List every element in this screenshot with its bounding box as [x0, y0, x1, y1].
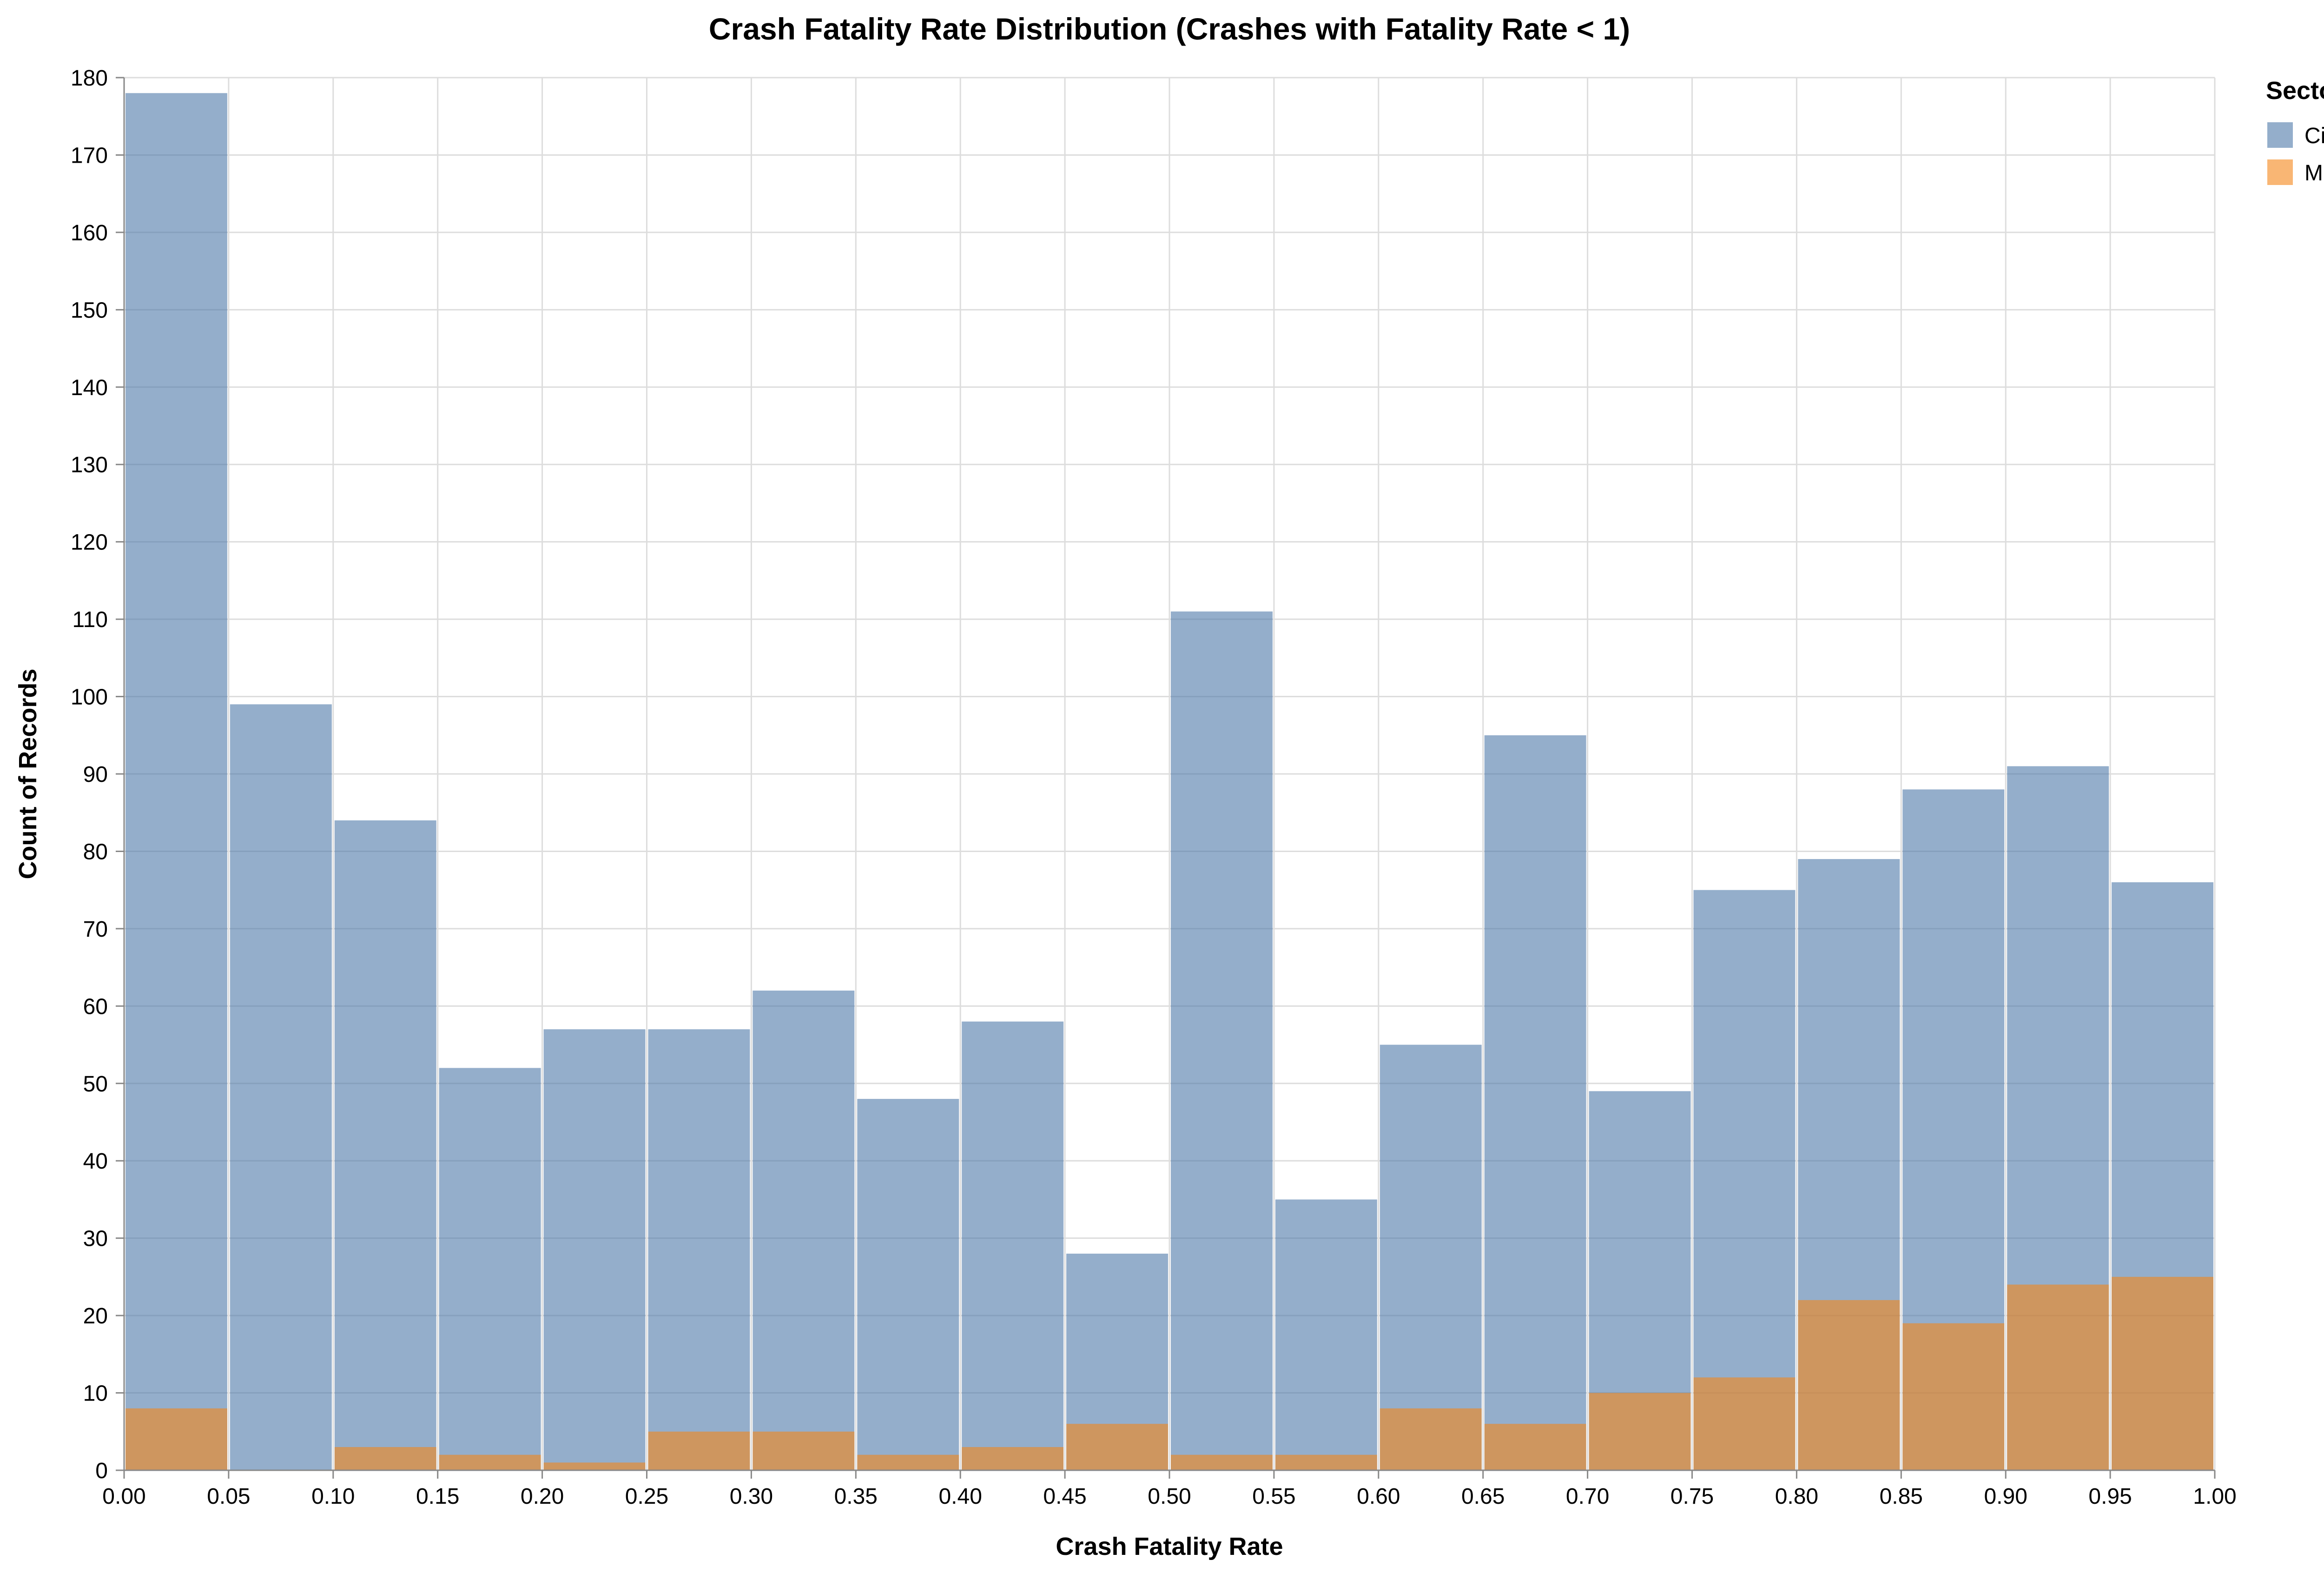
x-tick-label: 0.30: [730, 1484, 773, 1509]
x-tick-label: 0.05: [207, 1484, 250, 1509]
x-ticks: 0.00 0.05 0.10 0.15 0.20 0.25 0.30 0.35 0.40 0.45…: [102, 1470, 2237, 1509]
x-tick-label: 0.55: [1252, 1484, 1295, 1509]
legend-label-civilian: Civilian: [2304, 124, 2324, 148]
military-bar: [1902, 1323, 2005, 1470]
y-tick-label: 60: [83, 994, 108, 1019]
legend-swatch-military: [2267, 159, 2293, 185]
x-tick-label: 0.70: [1566, 1484, 1609, 1509]
x-tick-label: 0.80: [1775, 1484, 1818, 1509]
y-tick-label: 80: [83, 839, 108, 864]
x-tick-label: 0.25: [625, 1484, 668, 1509]
y-tick-label: 160: [71, 221, 108, 245]
civilian-bar: [543, 1029, 646, 1470]
military-bar: [2112, 1276, 2213, 1470]
x-tick-label: 0.45: [1043, 1484, 1086, 1509]
grid-lines: [123, 77, 2216, 1471]
x-tick-label: 0.35: [834, 1484, 878, 1509]
military-bar: [1798, 1300, 1900, 1470]
military-bar: [1066, 1424, 1168, 1470]
x-tick-label: 0.40: [938, 1484, 982, 1509]
y-ticks: 0 10 20 30 40 50 60 70 80 90 100 110 120 130 140 150 160…: [71, 66, 124, 1483]
x-tick-label: 0.65: [1461, 1484, 1505, 1509]
military-bar: [543, 1462, 646, 1470]
y-axis-title: Count of Records: [14, 669, 42, 879]
y-tick-label: 70: [83, 917, 108, 942]
civilian-bar: [125, 93, 227, 1471]
military-bar: [648, 1431, 750, 1470]
x-tick-label: 0.90: [1984, 1484, 2027, 1509]
legend-title: Sector: [2266, 77, 2324, 105]
civilian-bar: [439, 1068, 541, 1470]
civilian-bar: [1693, 890, 1796, 1470]
y-tick-label: 140: [71, 376, 108, 400]
y-tick-label: 170: [71, 143, 108, 168]
x-tick-label: 0.85: [1880, 1484, 1923, 1509]
military-bar: [334, 1447, 436, 1470]
civilian-bar: [1171, 611, 1273, 1470]
legend: Sector Civilian Military: [2266, 77, 2324, 185]
y-tick-label: 100: [71, 685, 108, 710]
x-tick-label: 0.00: [102, 1484, 145, 1509]
civilian-bar: [648, 1029, 750, 1470]
military-bar: [125, 1408, 227, 1470]
military-bar: [857, 1454, 959, 1470]
x-tick-label: 1.00: [2193, 1484, 2236, 1509]
military-bar: [1484, 1424, 1586, 1470]
civilian-bar: [753, 991, 855, 1470]
legend-swatch-civilian: [2267, 122, 2293, 148]
x-tick-label: 0.75: [1670, 1484, 1714, 1509]
y-tick-label: 40: [83, 1149, 108, 1174]
y-tick-label: 0: [95, 1459, 108, 1483]
y-tick-label: 120: [71, 530, 108, 555]
military-bar: [1693, 1377, 1796, 1470]
civilian-bar: [857, 1099, 959, 1470]
x-tick-label: 0.95: [2088, 1484, 2132, 1509]
civilian-bar: [334, 820, 436, 1470]
y-tick-label: 90: [83, 762, 108, 787]
x-tick-label: 0.60: [1357, 1484, 1400, 1509]
x-axis-title: Crash Fatality Rate: [1056, 1533, 1283, 1560]
x-tick-label: 0.20: [521, 1484, 564, 1509]
military-bar: [962, 1447, 1064, 1470]
military-bar: [753, 1431, 855, 1470]
x-tick-label: 0.50: [1148, 1484, 1191, 1509]
civilian-bar: [962, 1021, 1064, 1470]
civilian-bar: [230, 704, 332, 1470]
civilian-bar: [1275, 1199, 1377, 1470]
x-tick-label: 0.10: [311, 1484, 355, 1509]
military-bar: [1380, 1408, 1482, 1470]
y-tick-label: 10: [83, 1381, 108, 1406]
military-bar: [1589, 1393, 1691, 1470]
legend-label-military: Military: [2304, 161, 2324, 185]
y-tick-label: 30: [83, 1227, 108, 1251]
military-bar: [439, 1454, 541, 1470]
military-bar: [2007, 1284, 2109, 1470]
civilian-bar: [1484, 735, 1586, 1470]
x-tick-label: 0.15: [416, 1484, 459, 1509]
military-bar: [1275, 1454, 1377, 1470]
y-tick-label: 130: [71, 453, 108, 477]
y-tick-label: 180: [71, 66, 108, 91]
y-tick-label: 150: [71, 298, 108, 323]
y-tick-label: 20: [83, 1304, 108, 1328]
y-tick-label: 50: [83, 1072, 108, 1097]
y-tick-label: 110: [72, 608, 108, 632]
chart-title: Crash Fatality Rate Distribution (Crashe…: [709, 12, 1630, 46]
military-bar: [1171, 1454, 1273, 1470]
civilian-bar: [1380, 1044, 1482, 1470]
military-bars: [125, 1276, 2213, 1470]
